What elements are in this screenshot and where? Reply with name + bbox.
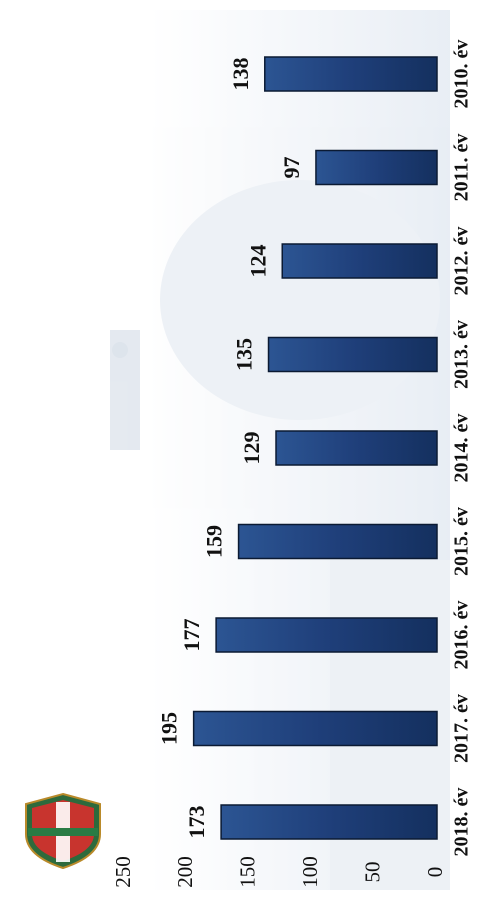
- bar: [264, 56, 438, 92]
- category-label: 2011. év: [451, 134, 473, 202]
- bar: [275, 430, 438, 466]
- bar: [267, 336, 438, 373]
- bar-value-label: 138: [228, 58, 253, 91]
- y-tick-label: 50: [360, 862, 384, 883]
- y-tick-label: 250: [111, 856, 135, 888]
- y-tick-label: 100: [298, 856, 322, 888]
- police-logo: [25, 792, 101, 870]
- bar-value-label: 173: [184, 806, 209, 839]
- category-label: 2017. év: [451, 694, 473, 763]
- bar-value-label: 129: [239, 432, 264, 465]
- bar: [215, 617, 438, 653]
- y-tick-label: 0: [423, 867, 447, 878]
- category-labels-group: 2010. év 2011. év 2012. év 2013. év 2014. év…: [451, 40, 473, 857]
- bar-value-label: 195: [157, 712, 182, 745]
- bar-value-label: 135: [232, 338, 257, 371]
- bar-value-label: 177: [179, 619, 204, 652]
- category-label: 2016. év: [451, 601, 473, 670]
- category-label: 2015. év: [451, 507, 473, 576]
- category-label: 2014. év: [451, 414, 473, 483]
- category-label: 2012. év: [451, 227, 473, 296]
- bar: [220, 804, 438, 840]
- bar-value-label: 97: [279, 157, 304, 179]
- bar-value-label: 124: [245, 245, 270, 278]
- value-axis: 0 50 100 150 200 250: [111, 856, 447, 888]
- bar: [192, 710, 438, 747]
- bar: [237, 523, 438, 560]
- y-tick-label: 200: [173, 856, 197, 888]
- value-labels-group: 138 97 124 135 129 159 177 195 173: [157, 58, 304, 839]
- bar: [315, 149, 438, 186]
- category-label: 2013. év: [451, 320, 473, 389]
- bars-group: [192, 56, 438, 840]
- category-label: 2010. év: [451, 40, 473, 109]
- bar: [281, 243, 438, 279]
- bar-value-label: 159: [202, 525, 227, 558]
- y-tick-label: 150: [236, 856, 260, 888]
- category-label: 2018. év: [451, 788, 473, 857]
